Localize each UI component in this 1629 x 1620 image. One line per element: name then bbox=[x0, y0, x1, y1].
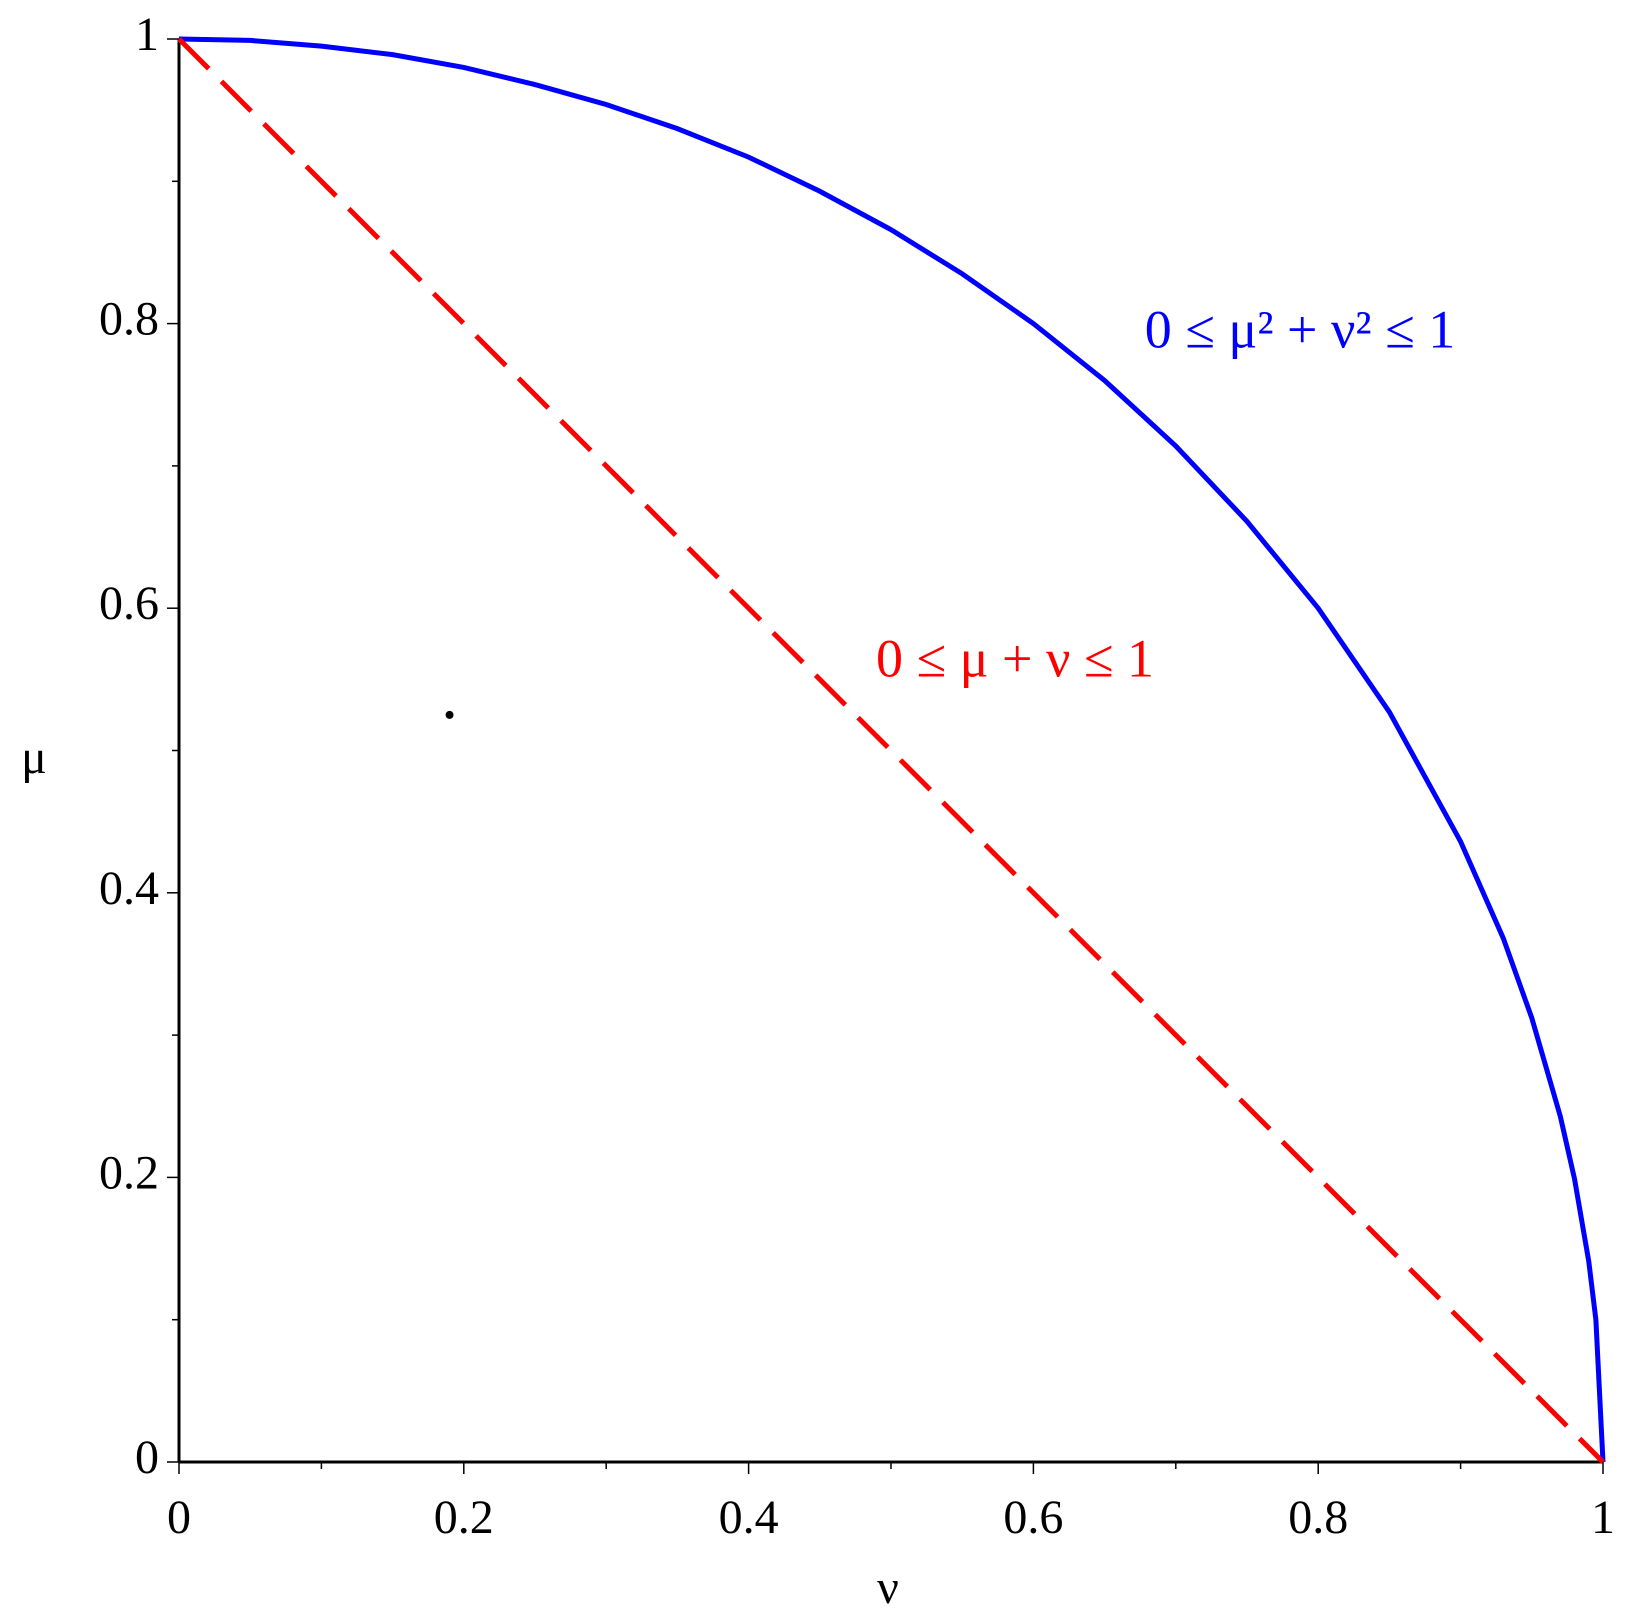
series-line bbox=[178, 36, 1606, 1463]
y-tick-label: 0.8 bbox=[99, 293, 159, 346]
x-tick-label: 0.2 bbox=[434, 1491, 494, 1544]
x-tick-label: 0 bbox=[167, 1491, 191, 1544]
x-axis-label: ν bbox=[877, 1561, 899, 1614]
y-tick-label: 0 bbox=[135, 1431, 159, 1484]
x-tick-label: 0.8 bbox=[1288, 1491, 1348, 1544]
annotation: 0 ≤ μ² + ν² ≤ 1 bbox=[1145, 299, 1455, 359]
y-tick-label: 0.6 bbox=[99, 577, 159, 630]
point bbox=[445, 710, 454, 719]
y-tick-label: 1 bbox=[135, 8, 159, 61]
y-tick-label: 0.4 bbox=[99, 862, 159, 915]
x-tick-label: 0.4 bbox=[719, 1491, 779, 1544]
series-line bbox=[177, 37, 1605, 1464]
y-axis-label: μ bbox=[21, 731, 47, 784]
x-tick-label: 0.6 bbox=[1003, 1491, 1063, 1544]
x-tick-label: 1 bbox=[1591, 1491, 1615, 1544]
annotation: 0 ≤ μ + ν ≤ 1 bbox=[876, 628, 1154, 688]
y-tick-label: 0.2 bbox=[99, 1146, 159, 1199]
